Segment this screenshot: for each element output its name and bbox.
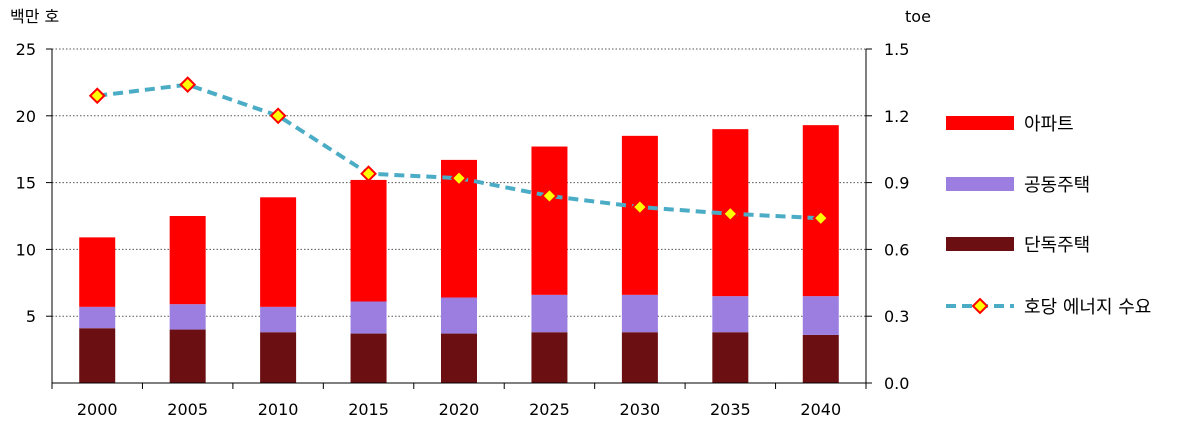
left-axis-unit: 백만 호 <box>10 7 59 26</box>
right-tick-label: 0.9 <box>884 174 909 193</box>
bar-segment <box>260 306 297 333</box>
x-tick-label: 2010 <box>258 400 299 419</box>
line-series-group <box>88 76 830 227</box>
legend-swatch <box>946 237 1014 251</box>
right-tick-label: 0.0 <box>884 374 909 393</box>
bar-segment <box>531 332 568 383</box>
legend-line-marker <box>971 297 989 315</box>
legend-swatch <box>946 177 1014 191</box>
x-tick-label: 2040 <box>800 400 841 419</box>
bar-segment <box>79 237 116 307</box>
legend-swatch <box>946 116 1014 130</box>
bar-segment <box>441 297 477 334</box>
bar-segment <box>531 294 568 333</box>
bar-segment <box>621 294 658 333</box>
bar-segment <box>169 216 206 305</box>
line-point-marker <box>88 87 106 105</box>
line-point-marker <box>631 198 649 216</box>
bar-segment <box>260 197 297 307</box>
legend-label: 호당 에너지 수요 <box>1024 297 1151 318</box>
right-tick-label: 1.2 <box>884 107 909 126</box>
left-tick-label: 5 <box>26 307 36 326</box>
x-tick-label: 2015 <box>348 400 389 419</box>
left-tick-label: 10 <box>16 240 36 259</box>
bar-segment <box>712 332 749 383</box>
bar-segment <box>441 333 477 383</box>
bar-segment <box>79 306 116 329</box>
bar-segment <box>350 179 387 302</box>
bar-segment <box>260 332 297 383</box>
x-tick-label: 2005 <box>167 400 208 419</box>
left-tick-label: 25 <box>16 40 36 59</box>
x-tick-label: 2020 <box>439 400 480 419</box>
line-point-marker <box>450 169 468 187</box>
bar-segment <box>802 334 839 383</box>
right-tick-label: 0.3 <box>884 307 909 326</box>
x-tick-label: 2035 <box>710 400 751 419</box>
right-axis-unit: toe <box>905 7 931 26</box>
x-tick-label: 2030 <box>620 400 661 419</box>
line-point-marker <box>541 187 558 205</box>
line-point-marker <box>721 205 739 223</box>
bar-segment <box>79 328 116 383</box>
x-tick-label: 2000 <box>77 400 118 419</box>
bar-segment <box>712 296 749 333</box>
legend-label: 아파트 <box>1024 114 1074 135</box>
legend-label: 공동주택 <box>1024 175 1090 196</box>
line-point-marker <box>812 209 830 227</box>
bar-segment <box>169 329 206 383</box>
line-point-marker <box>360 165 377 183</box>
right-tick-label: 0.6 <box>884 240 909 259</box>
right-tick-label: 1.5 <box>884 40 909 59</box>
bar-segment <box>621 332 658 383</box>
bars-group <box>79 125 839 383</box>
bar-segment <box>531 146 568 295</box>
bar-segment <box>350 301 387 334</box>
legend-label: 단독주택 <box>1024 235 1090 256</box>
line-point-marker <box>269 107 287 125</box>
bar-segment <box>802 296 839 335</box>
left-tick-label: 20 <box>16 107 36 126</box>
bar-segment <box>169 304 206 330</box>
x-tick-label: 2025 <box>529 400 570 419</box>
left-tick-label: 15 <box>16 174 36 193</box>
bar-segment <box>350 333 387 383</box>
line-point-marker <box>179 76 197 94</box>
